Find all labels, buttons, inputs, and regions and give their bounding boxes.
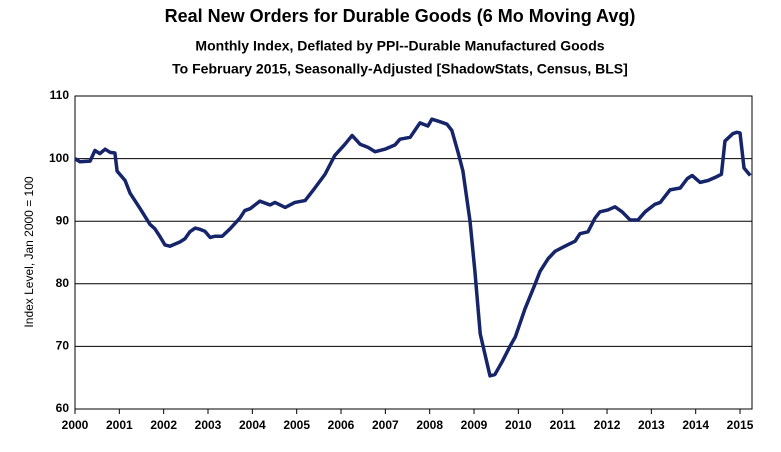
x-tick-label: 2007 <box>372 418 399 432</box>
x-tick-label: 2004 <box>239 418 266 432</box>
x-tick-label: 2003 <box>195 418 222 432</box>
y-axis-label: Index Level, Jan 2000 = 100 <box>22 176 36 327</box>
x-tick-label: 2008 <box>416 418 443 432</box>
x-tick-label: 2010 <box>505 418 532 432</box>
x-tick-label: 2002 <box>150 418 177 432</box>
y-tick-label: 110 <box>50 88 70 102</box>
plot-area <box>74 95 753 410</box>
x-tick-label: 2013 <box>638 418 665 432</box>
chart-title: Real New Orders for Durable Goods (6 Mo … <box>165 6 636 26</box>
x-tick-label: 2005 <box>283 418 310 432</box>
y-tick-label: 60 <box>56 401 70 415</box>
y-tick-label: 90 <box>56 213 70 227</box>
chart-subtitle: To February 2015, Seasonally-Adjusted [S… <box>172 61 628 77</box>
x-tick-label: 2001 <box>106 418 133 432</box>
x-tick-label: 2000 <box>62 418 89 432</box>
x-tick-label: 2009 <box>461 418 488 432</box>
x-tick-label: 2011 <box>550 418 576 432</box>
line <box>74 117 752 378</box>
y-tick-label: 70 <box>56 339 70 353</box>
chart-subtitle: Monthly Index, Deflated by PPI--Durable … <box>195 38 604 54</box>
y-tick-label: 80 <box>56 276 70 290</box>
x-tick-label: 2015 <box>727 418 754 432</box>
y-tick-label: 100 <box>49 151 69 165</box>
x-tick-label: 2012 <box>594 418 621 432</box>
x-tick-label: 2006 <box>328 418 355 432</box>
x-tick-label: 2014 <box>682 418 709 432</box>
